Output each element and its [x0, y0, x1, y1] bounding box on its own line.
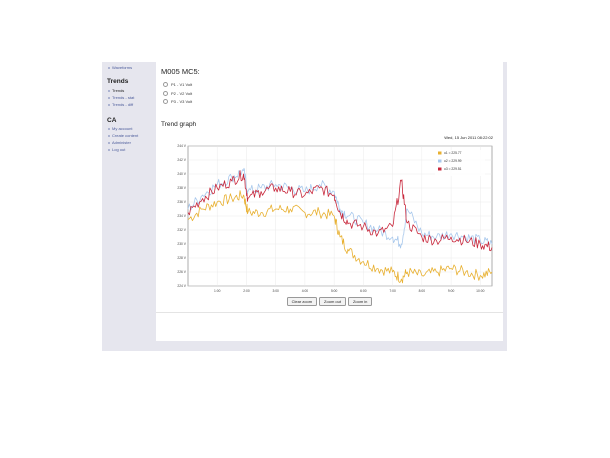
y-tick-label: 242 V	[177, 158, 186, 162]
series-line-3	[187, 170, 493, 252]
bullet-icon	[108, 134, 110, 137]
sidebar-item-waveforms[interactable]: Waveforms	[108, 65, 132, 70]
sidebar-item-trends-stat[interactable]: Trends - stat	[108, 95, 134, 100]
bullet-icon	[108, 66, 110, 69]
bullet-icon	[108, 103, 110, 106]
x-tick-label: 1:00	[214, 289, 221, 293]
option-p2[interactable]: P2 - V2 Volt	[163, 91, 193, 97]
y-tick-label: 228 V	[177, 256, 186, 260]
y-tick-label: 226 V	[177, 270, 186, 274]
sidebar-heading-trends: Trends	[107, 78, 129, 85]
bullet-icon	[108, 127, 110, 130]
sidebar-item-label: Waveforms	[112, 65, 133, 70]
y-tick-label: 224 V	[177, 284, 186, 288]
sidebar-item-label: Trends - diff	[112, 102, 134, 107]
legend-label-3: u3 = 229.51	[444, 167, 462, 171]
legend-swatch-2	[438, 159, 442, 163]
sidebar-item-create-content[interactable]: Create content	[108, 133, 138, 138]
sidebar-item-label: Trends - stat	[112, 95, 135, 100]
bullet-icon	[108, 89, 110, 92]
option-label: P2 - V2 Volt	[171, 91, 193, 96]
radio-icon[interactable]	[163, 91, 168, 97]
x-tick-label: 4:00	[302, 289, 309, 293]
x-tick-label: 9:00	[448, 289, 455, 293]
bullet-icon	[108, 141, 110, 144]
x-tick-label: 10:00	[476, 289, 484, 293]
sidebar: Waveforms Trends Trends Trends - stat Tr…	[104, 62, 156, 349]
radio-icon[interactable]	[163, 99, 168, 105]
y-tick-label: 230 V	[177, 242, 186, 246]
x-tick-label: 8:00	[419, 289, 426, 293]
sidebar-item-label: Create content	[112, 133, 139, 138]
page-title: M005 MC5:	[161, 67, 200, 76]
chart-timestamp: Wed, 15 Jun 2011 08:22:02	[444, 135, 493, 140]
option-p3[interactable]: P3 - V3 Volt	[163, 99, 193, 105]
legend-label-2: u2 = 229.99	[444, 159, 462, 163]
section-title: Trend graph	[161, 121, 197, 128]
option-label: P1 - V1 Volt	[171, 82, 193, 87]
option-label: P3 - V3 Volt	[171, 99, 193, 104]
zoom-out-button[interactable]: Zoom out	[319, 297, 346, 306]
legend-box	[435, 150, 485, 176]
main-content: M005 MC5: P1 - V1 Volt P2 - V2 Volt P3 -…	[156, 62, 503, 341]
bullet-icon	[108, 148, 110, 151]
clear-zoom-button[interactable]: Clear zoom	[286, 297, 318, 306]
bullet-icon	[108, 96, 110, 99]
zoom-in-button[interactable]: Zoom in	[347, 297, 373, 306]
x-tick-label: 6:00	[360, 289, 367, 293]
y-tick-label: 234 V	[177, 214, 186, 218]
y-tick-label: 244 V	[177, 144, 186, 148]
sidebar-heading-ca: CA	[107, 117, 117, 124]
sidebar-item-label: Log out	[112, 147, 126, 152]
y-tick-label: 240 V	[177, 172, 186, 176]
y-tick-label: 238 V	[177, 186, 186, 190]
x-tick-label: 3:00	[272, 289, 279, 293]
sidebar-item-my-account[interactable]: My account	[108, 126, 132, 131]
x-tick-label: 2:00	[243, 289, 250, 293]
series-line-2	[187, 167, 493, 249]
x-tick-label: 7:00	[389, 289, 396, 293]
zoom-controls: Clear zoom Zoom out Zoom in	[156, 297, 503, 306]
trend-chart[interactable]: 224 V 226 V 228 V 230 V 232 V 234 V 236 V 238 V…	[172, 142, 494, 294]
legend-label-1: u1 = 225.77	[444, 151, 462, 155]
sidebar-item-administer[interactable]: Administer	[108, 140, 131, 145]
sidebar-item-trends-diff[interactable]: Trends - diff	[108, 102, 133, 107]
series-line-1	[187, 190, 493, 284]
divider	[156, 312, 503, 313]
y-tick-label: 232 V	[177, 228, 186, 232]
sidebar-item-log-out[interactable]: Log out	[108, 147, 125, 152]
option-p1[interactable]: P1 - V1 Volt	[163, 82, 193, 88]
y-tick-label: 236 V	[177, 200, 186, 204]
legend-swatch-1	[438, 151, 442, 155]
sidebar-item-label: My account	[112, 126, 133, 131]
sidebar-item-label: Trends	[112, 88, 125, 93]
radio-icon[interactable]	[163, 82, 168, 88]
sidebar-item-trends[interactable]: Trends	[108, 88, 124, 93]
sidebar-item-label: Administer	[112, 140, 131, 145]
legend-swatch-3	[438, 167, 442, 171]
x-tick-label: 5:00	[331, 289, 338, 293]
